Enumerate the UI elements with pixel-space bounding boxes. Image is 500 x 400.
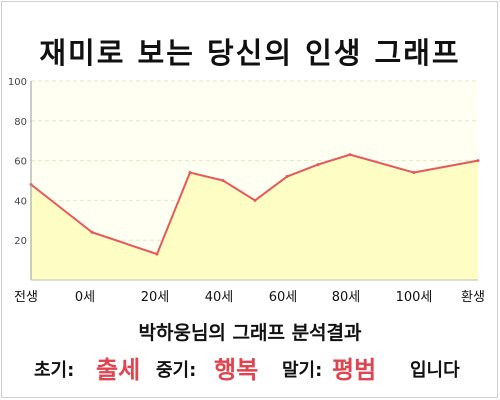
x-tick-label: 40세 [205,290,234,305]
data-point [155,252,159,256]
data-point [476,159,480,163]
analysis-summary: 초기: 출세 중기: 행복 말기: 평범 입니다 [0,346,500,384]
x-tick-label: 전생 [14,290,38,305]
area-fill [31,154,478,280]
x-tick-label: 20세 [141,290,170,305]
y-tick-label: 20 [14,236,27,247]
y-tick-label: 60 [14,157,27,168]
data-point [316,163,320,167]
analysis-subtitle: 박하웅님의 그래프 분석결과 [138,322,362,344]
mid-label: 중기: [156,360,197,381]
data-point [412,171,416,175]
y-tick-label: 100 [8,77,27,88]
x-tick-label: 100세 [396,290,433,305]
data-point [253,198,257,202]
mid-value: 행복 [214,356,259,384]
y-tick-label: 40 [14,196,27,207]
late-value: 평범 [332,356,377,384]
chart-title: 재미로 보는 당신의 인생 그래프 [39,36,461,70]
data-point [348,153,352,157]
early-label: 초기: [34,360,75,381]
x-tick-label: 80세 [332,290,361,305]
data-point [285,175,289,179]
data-point [188,171,192,175]
x-tick-label: 환생 [461,290,485,305]
x-tick-label: 0세 [75,290,95,305]
data-point [221,179,225,182]
x-tick-label: 60세 [269,290,298,305]
late-label: 말기: [282,360,323,381]
early-value: 출세 [96,356,141,384]
ending-text: 입니다 [410,360,460,381]
y-tick-label: 80 [14,117,27,128]
data-point [90,230,94,234]
